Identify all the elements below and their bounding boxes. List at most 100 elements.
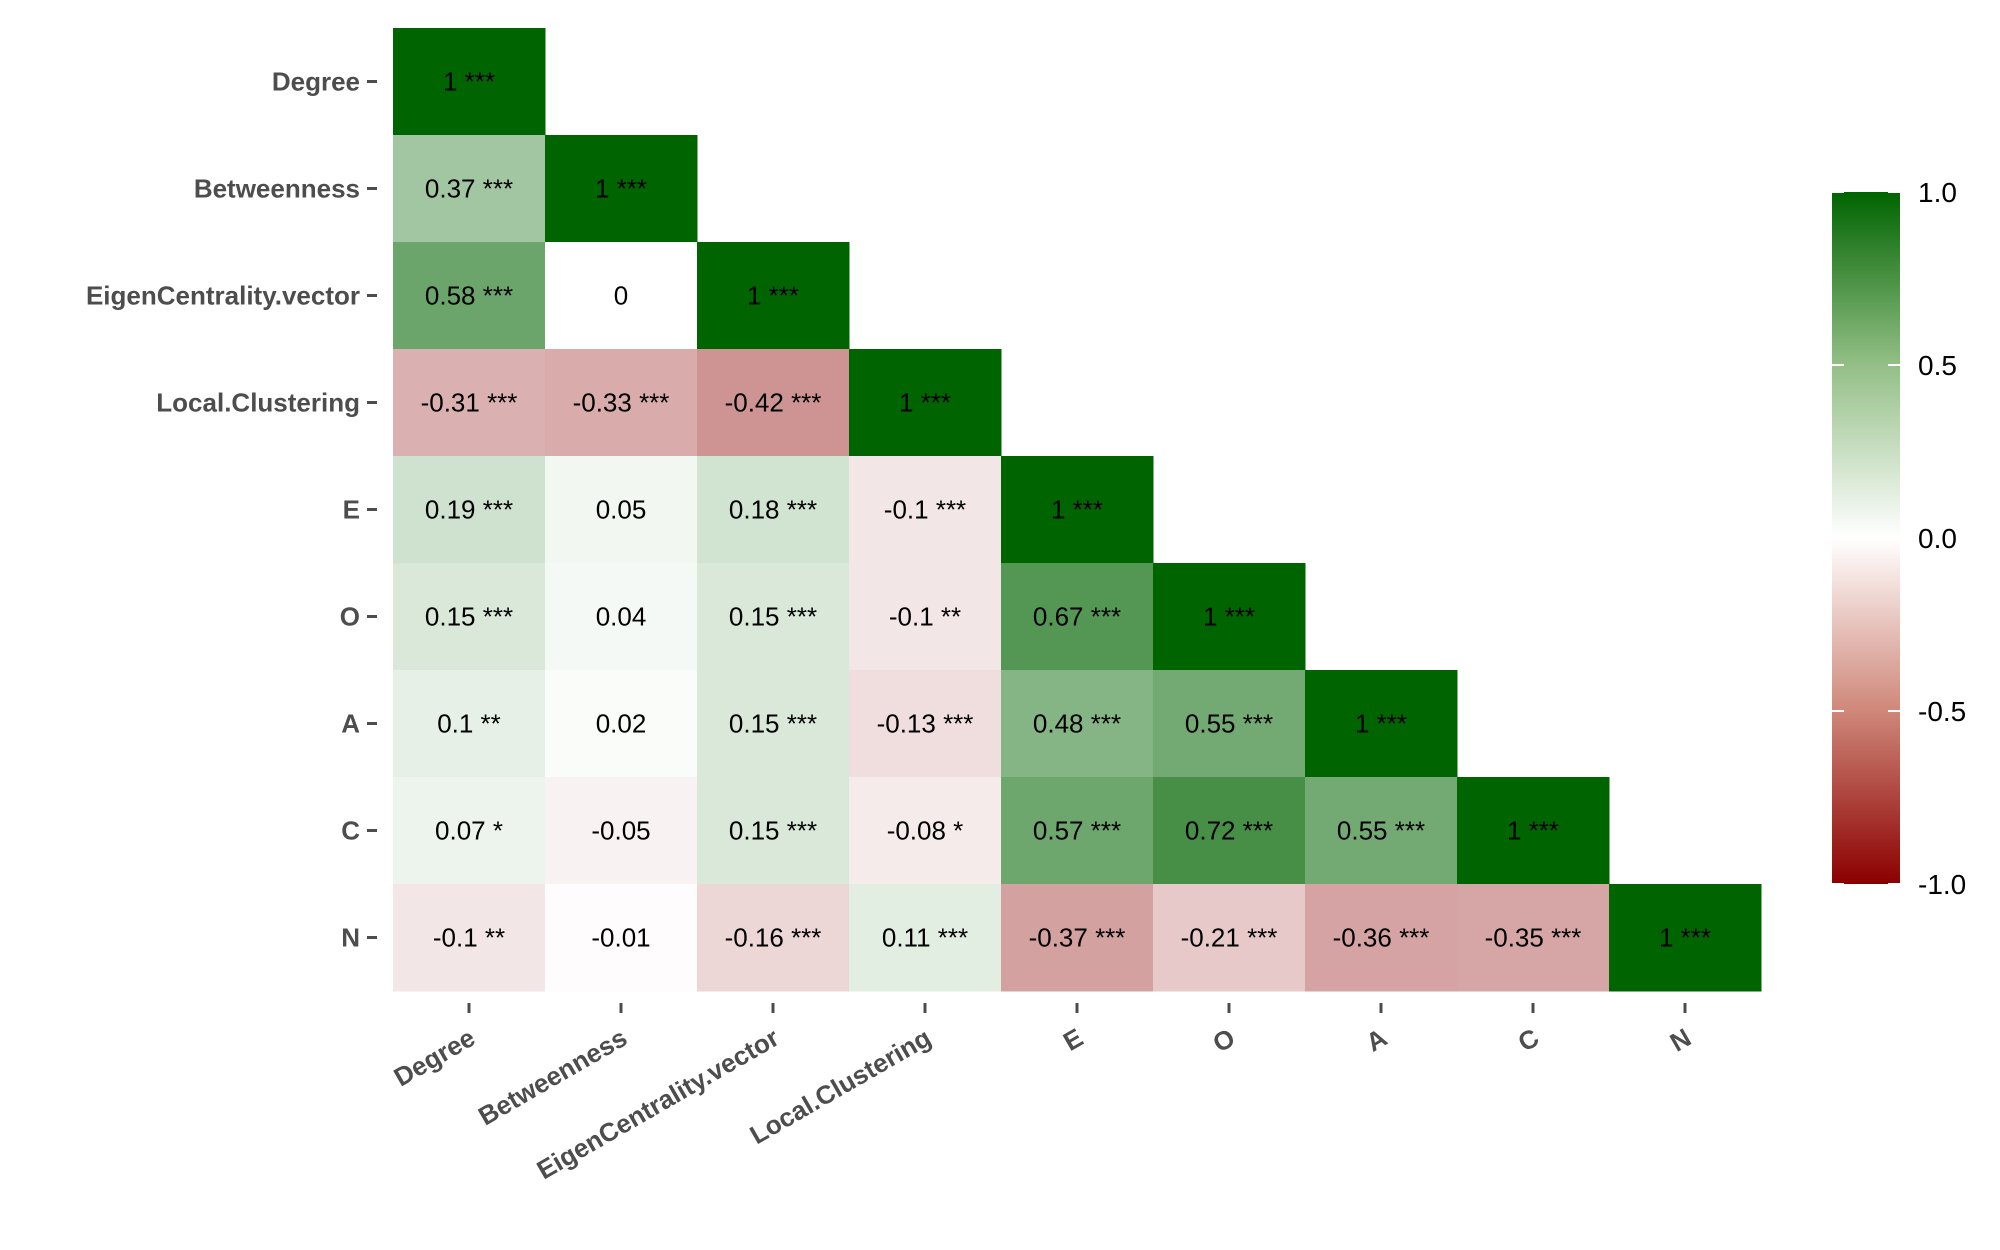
heatmap-cell: [1305, 884, 1458, 992]
heatmap-cell: [1305, 670, 1458, 778]
heatmap-cell: [849, 777, 1002, 885]
y-tick-label: C: [341, 816, 360, 846]
cell-value-label: -0.16 ***: [725, 923, 822, 953]
cell-value-label: 0.55 ***: [1337, 816, 1425, 846]
heatmap-cell: [393, 28, 546, 136]
cell-value-label: 0.58 ***: [425, 281, 513, 311]
legend-tick-label: -1.0: [1918, 869, 1966, 900]
heatmap-cell: [697, 563, 850, 671]
cell-value-label: 0.57 ***: [1033, 816, 1121, 846]
cell-value-label: -0.1 **: [889, 602, 961, 632]
y-tick-label: N: [341, 923, 360, 953]
cell-value-label: -0.1 ***: [884, 495, 966, 525]
heatmap-cell: [849, 670, 1002, 778]
cell-value-label: 0.18 ***: [729, 495, 817, 525]
cell-value-label: 1 ***: [1659, 923, 1711, 953]
heatmap-cell: [1457, 777, 1610, 885]
cell-value-label: 1 ***: [1051, 495, 1103, 525]
cell-value-label: 0.55 ***: [1185, 709, 1273, 739]
heatmap-cell: [1305, 777, 1458, 885]
y-tick-label: A: [341, 709, 360, 739]
heatmap-cell: [545, 242, 698, 350]
heatmap-cell: [393, 456, 546, 564]
heatmap-cell: [849, 884, 1002, 992]
heatmap-cell: [545, 884, 698, 992]
cell-value-label: -0.37 ***: [1029, 923, 1126, 953]
cell-value-label: 1 ***: [747, 281, 799, 311]
heatmap-cell: [1153, 563, 1306, 671]
legend-tick-label: -0.5: [1918, 696, 1966, 727]
cell-value-label: -0.21 ***: [1181, 923, 1278, 953]
cell-value-label: 1 ***: [1355, 709, 1407, 739]
y-tick-label: E: [343, 495, 360, 525]
cell-value-label: 0.72 ***: [1185, 816, 1273, 846]
cell-value-label: 0.11 ***: [882, 923, 968, 953]
x-tick-label: EigenCentrality.vector: [532, 1022, 784, 1185]
x-axis: DegreeBetweennessEigenCentrality.vectorL…: [389, 1003, 1696, 1185]
heatmap-cell: [1457, 884, 1610, 992]
x-tick-label: Degree: [389, 1022, 480, 1092]
heatmap-cell: [697, 670, 850, 778]
x-tick-label: E: [1058, 1022, 1088, 1057]
heatmap-cell: [545, 777, 698, 885]
cell-value-label: 0.02: [596, 709, 647, 739]
y-tick-label: Betweenness: [194, 174, 360, 204]
heatmap-cell: [545, 670, 698, 778]
heatmap-cells: [393, 28, 1762, 992]
cell-value-label: 0.1 **: [437, 709, 501, 739]
cell-value-label: 0.48 ***: [1033, 709, 1121, 739]
cell-value-label: -0.42 ***: [725, 388, 822, 418]
cell-value-label: -0.01: [591, 923, 650, 953]
heatmap-cell: [1001, 777, 1154, 885]
cell-value-label: 0: [614, 281, 628, 311]
cell-value-label: 1 ***: [1507, 816, 1559, 846]
heatmap-cell: [697, 456, 850, 564]
cell-value-label: 0.15 ***: [729, 816, 817, 846]
cell-value-label: -0.05: [591, 816, 650, 846]
heatmap-cell: [849, 563, 1002, 671]
heatmap-cell: [1001, 884, 1154, 992]
cell-value-label: 0.04: [596, 602, 647, 632]
heatmap-cell: [393, 670, 546, 778]
heatmap-cell: [545, 135, 698, 243]
y-axis: Degree Betweenness EigenCentrality.vector L…: [86, 67, 377, 953]
heatmap-cell: [849, 456, 1002, 564]
heatmap-cell: [1609, 884, 1762, 992]
cell-value-label: -0.35 ***: [1485, 923, 1582, 953]
heatmap-cell: [393, 135, 546, 243]
x-tick-label: N: [1665, 1022, 1696, 1057]
cell-value-label: -0.36 ***: [1333, 923, 1430, 953]
heatmap-cell: [849, 349, 1002, 457]
x-tick-label: C: [1513, 1022, 1544, 1057]
legend-tick-label: 1.0: [1918, 177, 1957, 208]
cell-value-label: 1 ***: [1203, 602, 1255, 632]
cell-value-label: 1 ***: [443, 67, 495, 97]
cell-value-label: 0.15 ***: [729, 602, 817, 632]
heatmap-cell: [545, 349, 698, 457]
cell-value-label: 0.05: [596, 495, 647, 525]
cell-value-label: 0.37 ***: [425, 174, 513, 204]
cell-value-label: 0.67 ***: [1033, 602, 1121, 632]
cell-value-label: -0.1 **: [433, 923, 505, 953]
cell-value-label: -0.33 ***: [573, 388, 670, 418]
heatmap-cell: [393, 242, 546, 350]
heatmap-cell: [1001, 670, 1154, 778]
y-tick-label: Degree: [272, 67, 360, 97]
heatmap-cell: [1001, 456, 1154, 564]
cell-value-label: 1 ***: [595, 174, 647, 204]
heatmap-cell-labels: 1 *** 0.37 *** 1 *** 0.58 *** 0 1 *** -0.31 **…: [421, 67, 1711, 953]
heatmap-cell: [697, 777, 850, 885]
heatmap-cell: [393, 777, 546, 885]
cell-value-label: 0.15 ***: [729, 709, 817, 739]
cell-value-label: -0.13 ***: [877, 709, 974, 739]
heatmap-cell: [393, 349, 546, 457]
cell-value-label: 0.15 ***: [425, 602, 513, 632]
x-tick-label: O: [1207, 1022, 1240, 1058]
color-legend: 1.0 0.5 0.0 -0.5 -1.0: [1832, 177, 1966, 900]
y-tick-label: Local.Clustering: [156, 388, 360, 418]
heatmap-cell: [697, 884, 850, 992]
cell-value-label: -0.08 *: [887, 816, 964, 846]
cell-value-label: 0.19 ***: [425, 495, 513, 525]
cell-value-label: 1 ***: [899, 388, 951, 418]
heatmap-cell: [545, 456, 698, 564]
